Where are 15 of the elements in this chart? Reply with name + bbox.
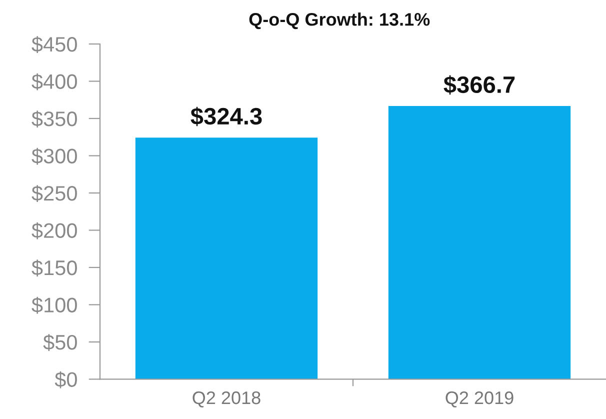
y-tick-label: $150 bbox=[32, 260, 77, 276]
x-tick-label: Q2 2019 bbox=[446, 391, 514, 408]
data-label: $324.3 bbox=[190, 106, 262, 126]
y-tick-label: $0 bbox=[54, 371, 77, 388]
y-tick-label: $350 bbox=[32, 110, 77, 128]
y-tick-label: $450 bbox=[32, 36, 77, 53]
y-tick-label: $100 bbox=[32, 296, 77, 314]
y-tick-label: $400 bbox=[32, 73, 77, 90]
x-tick-label: Q2 2018 bbox=[192, 391, 260, 408]
y-tick-label: $200 bbox=[32, 222, 77, 240]
y-tick-label: $300 bbox=[32, 148, 77, 165]
y-tick-label: $50 bbox=[43, 334, 77, 351]
chart-title: Q-o-Q Growth: 13.1% bbox=[249, 12, 430, 30]
y-tick-label: $250 bbox=[32, 185, 77, 202]
data-label: $366.7 bbox=[444, 75, 515, 95]
